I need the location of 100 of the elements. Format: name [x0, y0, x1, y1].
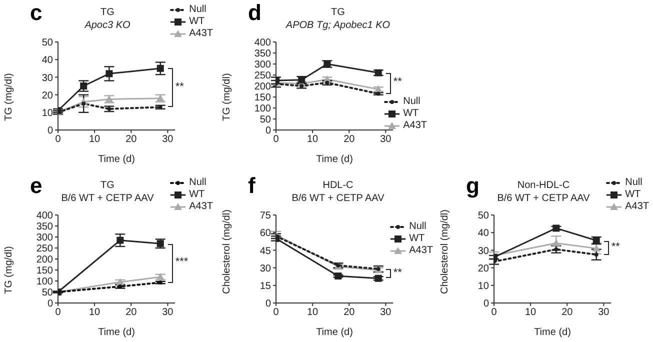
y-tick-label: 250 — [254, 70, 272, 82]
y-tick-label: 50 — [42, 288, 54, 299]
legend-label: Null — [189, 177, 206, 189]
x-tick-label: 30 — [598, 307, 610, 318]
y-tick-label: 200 — [36, 254, 54, 266]
y-tick-label: 0 — [483, 298, 490, 310]
legend-label: A43T — [403, 120, 427, 132]
y-tick-label: 0 — [47, 298, 54, 310]
legend-label: Null — [403, 96, 420, 108]
chart-subtitle: APOB Tg; Apobec1 KO — [284, 19, 392, 32]
x-tick-label: 0 — [55, 307, 62, 318]
x-axis-title: Time (d) — [316, 154, 353, 165]
x-tick-label: 0 — [273, 134, 280, 146]
y-tick-label: 400 — [36, 210, 54, 222]
text: d — [248, 0, 262, 26]
x-tick-label: 20 — [562, 307, 574, 318]
x-tick-label: 30 — [162, 307, 174, 318]
chart-subtitle: Apoc3 KO — [83, 19, 132, 32]
x-tick-label: 10 — [89, 307, 101, 318]
x-axis-title: Time (d) — [534, 327, 571, 338]
chart-title: TG — [330, 6, 346, 19]
legend-label: A43T — [409, 245, 433, 257]
legend-label: WT — [189, 16, 205, 28]
y-tick-label: 200 — [254, 82, 272, 93]
y-tick-label: 150 — [254, 92, 272, 104]
text: ** — [175, 80, 184, 93]
y-tick-label: 15 — [260, 280, 272, 292]
y-tick-label: 400 — [254, 38, 272, 49]
legend-label: A43T — [189, 28, 213, 40]
legend-label: WT — [625, 189, 641, 201]
y-tick-label: 350 — [36, 222, 54, 233]
y-tick-label: 30 — [478, 246, 490, 257]
x-tick-label: 0 — [273, 307, 280, 318]
text: f — [248, 173, 256, 199]
y-tick-label: 100 — [36, 276, 54, 288]
y-axis-title: TG (mg/dl) — [222, 73, 233, 121]
chart-title: TG — [100, 6, 116, 19]
y-tick-label: 30 — [42, 72, 54, 84]
y-tick-label: 250 — [36, 244, 54, 255]
y-tick-label: 45 — [260, 246, 272, 257]
x-tick-label: 20 — [344, 134, 356, 146]
x-tick-label: 10 — [307, 134, 319, 146]
y-tick-label: 150 — [36, 266, 54, 277]
x-tick-label: 0 — [491, 307, 498, 318]
x-tick-label: 20 — [344, 307, 356, 318]
y-tick-label: 40 — [478, 228, 490, 240]
y-tick-label: 10 — [42, 108, 54, 119]
y-tick-label: 60 — [260, 228, 272, 240]
legend-label: WT — [403, 108, 419, 120]
x-tick-label: 30 — [380, 134, 392, 146]
text: ** — [611, 240, 620, 253]
legend-label: A43T — [625, 201, 649, 213]
y-tick-label: 0 — [47, 126, 54, 137]
text: *** — [175, 256, 188, 268]
chart-title: HDL-C — [322, 179, 354, 192]
chart-title: TG — [100, 179, 116, 192]
y-tick-label: 20 — [478, 263, 490, 274]
x-axis-title: Time (d) — [98, 327, 135, 338]
x-axis-title: Time (d) — [316, 327, 353, 338]
chart-subtitle: B/6 WT + CETP AAV — [60, 192, 155, 205]
legend-label: Null — [189, 4, 206, 16]
x-tick-label: 30 — [162, 134, 174, 146]
text: g — [466, 173, 480, 199]
x-tick-label: 30 — [380, 307, 392, 318]
x-axis-title: Time (d) — [98, 154, 135, 165]
y-tick-label: 75 — [260, 210, 272, 222]
y-tick-label: 300 — [36, 232, 54, 244]
y-tick-label: 350 — [254, 48, 272, 60]
y-axis-title: TG (mg/dl) — [4, 73, 15, 121]
y-tick-label: 0 — [265, 126, 272, 137]
y-tick-label: 20 — [42, 90, 54, 102]
y-axis-title: TG (mg/dl) — [4, 246, 15, 294]
x-tick-label: 10 — [307, 307, 319, 318]
text: ** — [393, 266, 402, 279]
y-axis-title: Cholesterol (mg/dl) — [222, 210, 233, 294]
legend-label: A43T — [189, 201, 213, 213]
y-tick-label: 50 — [260, 114, 272, 126]
y-tick-label: 100 — [254, 104, 272, 115]
y-tick-label: 30 — [260, 263, 272, 274]
text: e — [30, 173, 42, 199]
x-tick-label: 0 — [55, 134, 62, 146]
legend-label: WT — [189, 189, 205, 201]
y-tick-label: 300 — [254, 60, 272, 71]
y-tick-label: 40 — [42, 55, 54, 66]
y-tick-label: 50 — [478, 210, 490, 222]
text: c — [30, 0, 42, 26]
x-tick-label: 10 — [525, 307, 537, 318]
chart-subtitle: B/6 WT + CETP AAV — [496, 192, 591, 205]
y-axis-title: Cholesterol (mg/dl) — [440, 210, 451, 294]
legend-label: WT — [409, 233, 425, 245]
x-tick-label: 10 — [89, 134, 101, 146]
y-tick-label: 10 — [478, 280, 490, 292]
legend-label: Null — [625, 177, 642, 189]
chart-subtitle: B/6 WT + CETP AAV — [290, 192, 386, 205]
x-tick-label: 20 — [126, 134, 138, 146]
chart-title: Non-HDL-C — [516, 179, 571, 192]
y-tick-label: 0 — [265, 298, 272, 310]
text: ** — [393, 76, 402, 88]
legend-label: Null — [409, 221, 426, 233]
x-tick-label: 20 — [126, 307, 138, 318]
